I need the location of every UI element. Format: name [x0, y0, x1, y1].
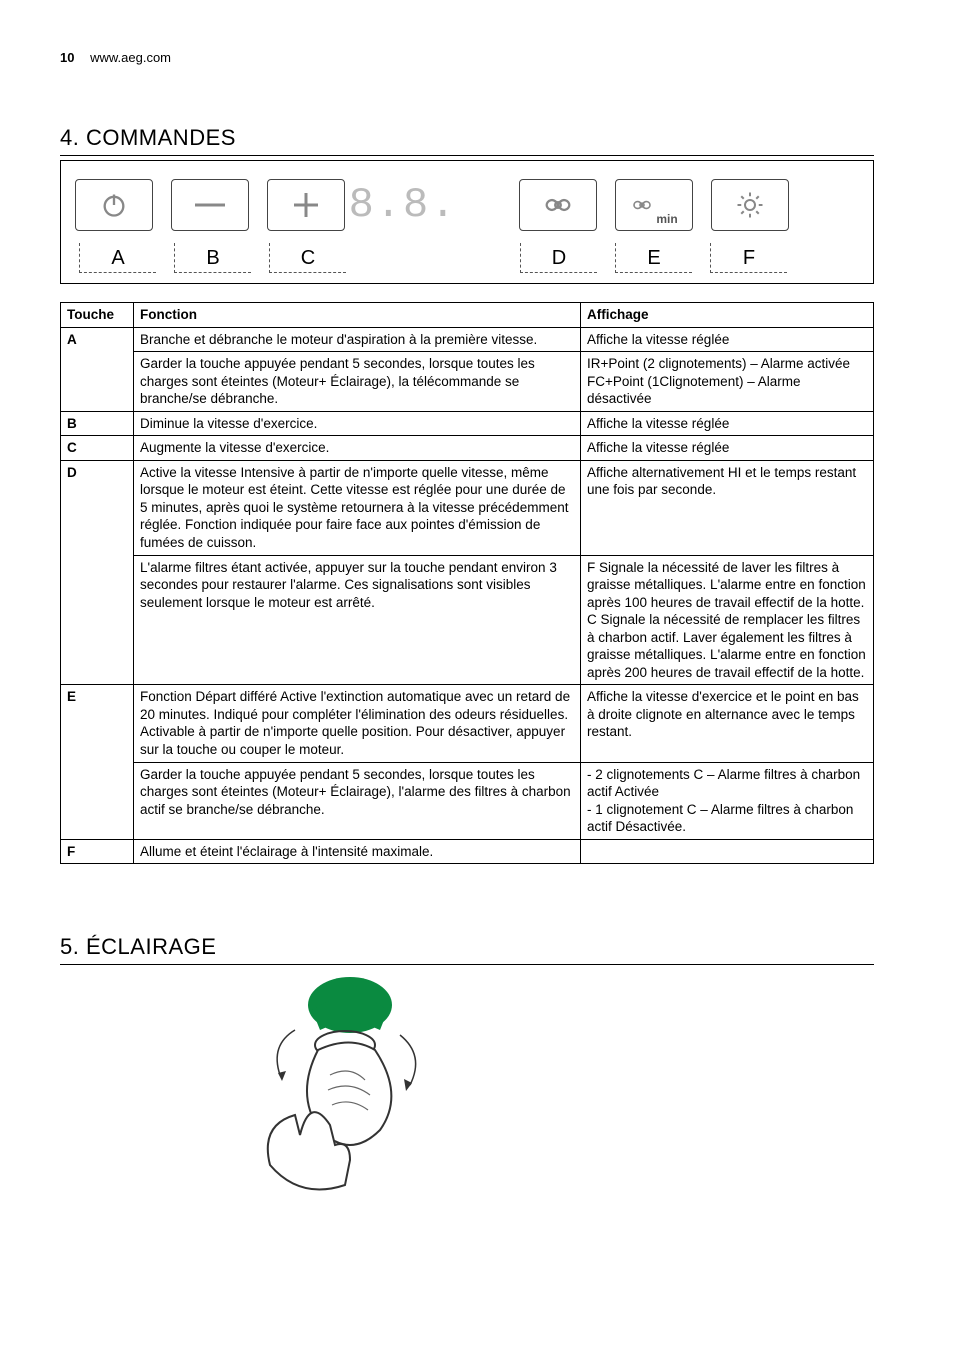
table-row: ABranche et débranche le moteur d'aspira… — [61, 327, 874, 352]
table-row: BDiminue la vitesse d'exercice.Affiche l… — [61, 411, 874, 436]
fan-min-icon: min — [615, 179, 693, 231]
cell-fonction: Allume et éteint l'éclairage à l'intensi… — [134, 839, 581, 864]
label-e: E — [615, 243, 692, 273]
table-row: CAugmente la vitesse d'exercice.Affiche … — [61, 436, 874, 461]
site-url: www.aeg.com — [90, 50, 171, 65]
cell-fonction: Branche et débranche le moteur d'aspirat… — [134, 327, 581, 352]
th-fonction: Fonction — [134, 303, 581, 328]
label-c: C — [269, 243, 346, 273]
cell-touche: A — [61, 327, 134, 411]
section-commandes-title: 4. COMMANDES — [60, 125, 874, 156]
cell-affichage: Affiche la vitesse d'exercice et le poin… — [581, 685, 874, 762]
cell-affichage: Affiche la vitesse réglée — [581, 411, 874, 436]
cell-touche: E — [61, 685, 134, 839]
light-icon — [711, 179, 789, 231]
control-panel: 8.8. min — [60, 160, 874, 284]
cell-affichage — [581, 839, 874, 864]
cell-fonction: Augmente la vitesse d'exercice. — [134, 436, 581, 461]
cell-fonction: Garder la touche appuyée pendant 5 secon… — [134, 762, 581, 839]
cell-affichage: - 2 clignotements C – Alarme filtres à c… — [581, 762, 874, 839]
cell-affichage: Affiche la vitesse réglée — [581, 436, 874, 461]
label-d: D — [520, 243, 597, 273]
table-row: Garder la touche appuyée pendant 5 secon… — [61, 352, 874, 412]
cell-touche: F — [61, 839, 134, 864]
cell-fonction: Fonction Départ différé Active l'extinct… — [134, 685, 581, 762]
cell-affichage: Affiche la vitesse réglée — [581, 327, 874, 352]
table-row: DActive la vitesse Intensive à partir de… — [61, 460, 874, 555]
cell-touche: D — [61, 460, 134, 685]
table-row: FAllume et éteint l'éclairage à l'intens… — [61, 839, 874, 864]
plus-icon — [267, 179, 345, 231]
cell-affichage: F Signale la nécessité de laver les filt… — [581, 555, 874, 685]
table-row: Garder la touche appuyée pendant 5 secon… — [61, 762, 874, 839]
lamp-replacement-illustration — [200, 975, 460, 1195]
cell-fonction: Garder la touche appuyée pendant 5 secon… — [134, 352, 581, 412]
cell-touche: B — [61, 411, 134, 436]
th-affichage: Affichage — [581, 303, 874, 328]
commands-table: Touche Fonction Affichage ABranche et dé… — [60, 302, 874, 864]
cell-affichage: Affiche alternativement HI et le temps r… — [581, 460, 874, 555]
label-f: F — [710, 243, 787, 273]
cell-fonction: Active la vitesse Intensive à partir de … — [134, 460, 581, 555]
label-b: B — [174, 243, 251, 273]
th-touche: Touche — [61, 303, 134, 328]
label-a: A — [79, 243, 156, 273]
section-eclairage-title: 5. ÉCLAIRAGE — [60, 934, 874, 965]
power-icon — [75, 179, 153, 231]
page-header: 10 www.aeg.com — [60, 50, 874, 65]
cell-fonction: L'alarme filtres étant activée, appuyer … — [134, 555, 581, 685]
cell-fonction: Diminue la vitesse d'exercice. — [134, 411, 581, 436]
display-digits: 8.8. — [363, 179, 443, 231]
fan-icon — [519, 179, 597, 231]
min-label: min — [656, 212, 677, 226]
cell-touche: C — [61, 436, 134, 461]
table-row: L'alarme filtres étant activée, appuyer … — [61, 555, 874, 685]
page-number: 10 — [60, 50, 74, 65]
cell-affichage: IR+Point (2 clignotements) – Alarme acti… — [581, 352, 874, 412]
minus-icon — [171, 179, 249, 231]
table-row: EFonction Départ différé Active l'extinc… — [61, 685, 874, 762]
